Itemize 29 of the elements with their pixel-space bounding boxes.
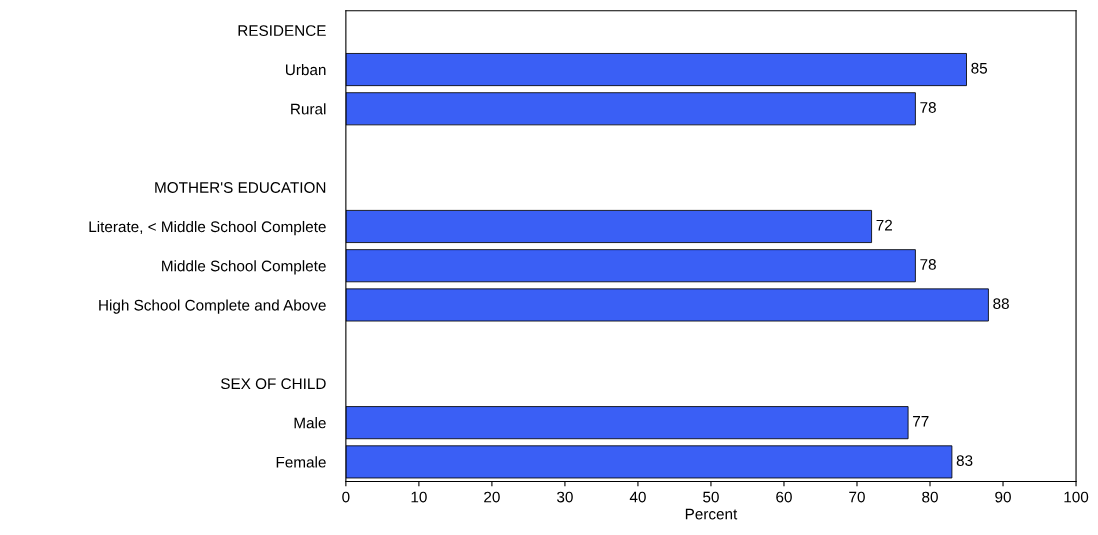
data-label: 78 <box>920 102 936 113</box>
data-label: 77 <box>913 416 929 427</box>
y-tick-label: Rural <box>291 103 326 115</box>
x-tick-label: 60 <box>776 491 792 503</box>
y-tick-label: Literate, < Middle School Complete <box>89 220 326 236</box>
y-tick-label: MOTHER'S EDUCATION <box>155 182 326 193</box>
x-tick-label: 50 <box>703 491 719 503</box>
y-tick-label: Male <box>294 417 326 429</box>
y-tick-label: High School Complete and Above <box>99 299 326 314</box>
y-tick-label: Urban <box>286 64 326 76</box>
y-tick-label: Female <box>276 456 326 468</box>
x-axis-title: Percent <box>685 508 738 520</box>
data-label: 88 <box>993 298 1009 310</box>
x-tick-label: 90 <box>995 491 1011 503</box>
x-tick-label: 0 <box>342 491 350 503</box>
x-tick-label: 100 <box>1064 491 1089 503</box>
data-label: 83 <box>956 455 973 466</box>
x-tick-label: 30 <box>557 491 573 503</box>
x-tick-label: 40 <box>629 491 646 503</box>
x-tick-label: 80 <box>922 491 938 503</box>
x-tick-label: 10 <box>411 491 427 503</box>
y-tick-label: Middle School Complete <box>162 260 326 275</box>
x-tick-label: 70 <box>849 491 865 503</box>
data-label: 85 <box>971 62 988 74</box>
data-label: 78 <box>920 259 936 270</box>
data-label: 72 <box>876 219 892 231</box>
y-tick-label: SEX OF CHILD <box>221 378 326 390</box>
x-tick-label: 20 <box>484 491 500 503</box>
y-tick-label: RESIDENCE <box>238 25 326 36</box>
